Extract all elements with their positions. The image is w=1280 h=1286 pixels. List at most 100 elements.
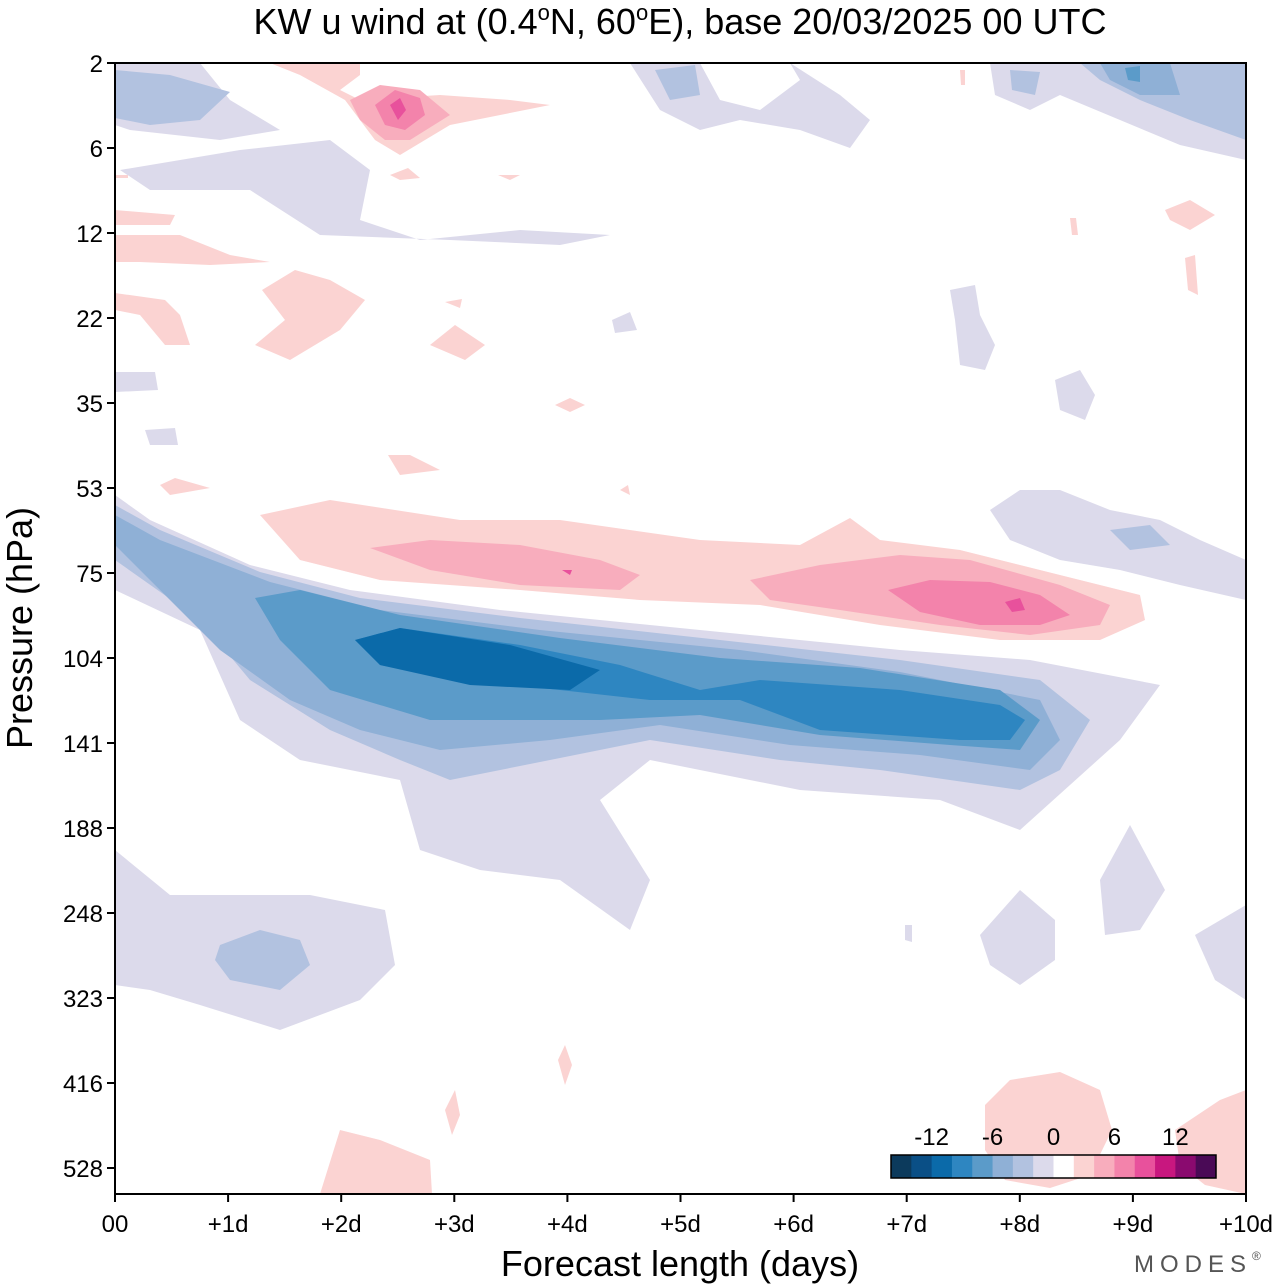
low-neg-2 [980,890,1055,985]
colorbar-swatch [1175,1155,1197,1178]
colorbar-swatch [1073,1155,1095,1178]
brand-logo: MODES® [1134,1249,1267,1278]
y-tick-label: 528 [63,1156,103,1183]
pos-band-core [1005,598,1025,612]
neg-band-core [355,628,600,690]
upper-neg-4d [1125,66,1140,82]
pos-patch-17 [620,485,630,495]
pos-patch-2 [115,235,270,265]
y-axis: 2 6 12 22 35 53 75 104 141 188 248 323 416 528 [63,51,115,1183]
y-tick-label: 53 [76,476,103,503]
x-tick-label: +1d [208,1211,249,1238]
pos-patch-16 [115,175,128,178]
colorbar-tick-label: -6 [982,1124,1003,1151]
colorbar-frame [890,1154,1217,1179]
y-tick-label: 323 [63,986,103,1013]
colorbar-swatch [1094,1155,1115,1178]
mid-neg-3 [115,372,158,392]
y-tick-label: 6 [90,136,103,163]
mid-neg-6b [1110,525,1170,550]
upper-neg-4e [1010,70,1040,95]
colorbar-swatch [1195,1155,1217,1178]
mid-neg-1 [950,285,995,370]
low-neg-1b [215,930,310,990]
x-tick-label: +10d [1219,1211,1273,1238]
pos-patch-10 [1165,200,1215,230]
colorbar-tick-label: 0 [1047,1124,1060,1151]
upper-neg-2 [120,140,610,245]
pos-patch-11 [1185,255,1198,295]
colorbar-swatch [992,1155,1014,1178]
pos-patch-15 [498,175,520,180]
pos-patch-6 [445,299,462,308]
x-tick-label: 00 [102,1211,129,1238]
low-pos-5 [558,1045,572,1085]
x-tick-label: +4d [547,1211,588,1238]
y-tick-label: 22 [76,306,103,333]
pos-patch-13 [960,70,965,85]
y-tick-label: 2 [90,51,103,78]
colorbar-tick-label: 12 [1162,1124,1189,1151]
low-neg-3 [1100,825,1165,935]
y-axis-label: Pressure (hPa) [0,507,40,749]
x-tick-label: +5d [660,1211,701,1238]
colorbar-swatch [1114,1155,1136,1178]
pos-patch-7 [388,455,440,475]
pos-patch-12 [1070,218,1078,235]
pos-band-l3 [888,580,1070,625]
colorbar-swatch [951,1155,973,1178]
pos-patch-4 [255,270,365,360]
y-tick-label: 35 [76,391,103,418]
mid-neg-5 [612,312,637,333]
colorbar-swatch [891,1155,912,1178]
colorbar-swatch [1155,1155,1176,1178]
y-tick-label: 248 [63,901,103,928]
colorbar-swatch [911,1155,933,1178]
colorbar-swatch [931,1155,953,1178]
pos-patch-8 [160,478,210,495]
y-tick-label: 416 [63,1071,103,1098]
y-tick-label: 188 [63,816,103,843]
upper-neg-3b [655,65,700,100]
x-tick-label: +2d [321,1211,362,1238]
pos-band-l2 [370,540,640,590]
pos-patch-3 [115,293,190,345]
pos-patch-9 [555,398,585,412]
y-tick-label: 75 [76,561,103,588]
low-neg-4 [1195,905,1246,1000]
y-tick-label: 104 [63,646,103,673]
pos-patch-14 [390,168,420,180]
colorbar-legend: -12 -6 0 6 12 [890,1124,1217,1179]
upper-neg-1b [115,70,230,125]
colorbar-swatch [1012,1155,1034,1178]
colorbar-tick-label: -12 [914,1124,949,1151]
colorbar-swatch [972,1155,994,1178]
contour-fields [115,63,1246,1194]
y-tick-label: 12 [76,221,103,248]
pos-band-dot [562,570,572,575]
mid-neg-6 [990,490,1246,600]
mid-neg-4 [145,428,178,445]
colorbar-swatch [1134,1155,1156,1178]
low-neg-5 [905,925,912,942]
colorbar-swatch [1053,1155,1075,1178]
pos-patch-5 [430,325,485,360]
low-pos-4 [445,1090,460,1135]
x-tick-label: +3d [434,1211,475,1238]
x-axis: 00 +1d +2d +3d +4d +5d +6d +7d +8d +9d +10d [102,1194,1273,1238]
mid-neg-2 [1055,370,1095,420]
chart-title: KW u wind at (0.4oN, 60oE), base 20/03/2… [254,0,1107,42]
colorbar-tick-label: 6 [1108,1124,1121,1151]
x-axis-label: Forecast length (days) [501,1243,859,1284]
colorbar-swatch [1033,1155,1054,1178]
pos-patch-1 [115,210,175,225]
x-tick-label: +8d [999,1211,1040,1238]
upper-pos-1d [390,98,406,120]
x-tick-label: +6d [773,1211,814,1238]
plot-area [114,62,1247,1195]
low-pos-1 [320,1130,432,1194]
x-tick-label: +9d [1113,1211,1154,1238]
x-tick-label: +7d [886,1211,927,1238]
y-tick-label: 141 [63,731,103,758]
